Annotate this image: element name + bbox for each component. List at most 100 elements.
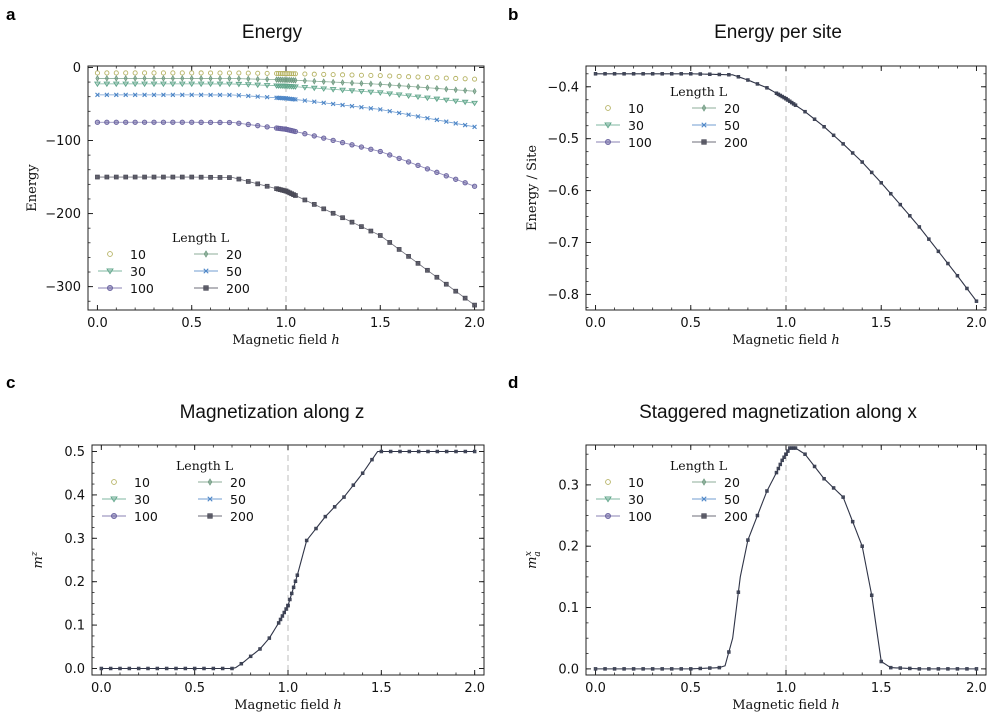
- y-axis-label: mz: [30, 551, 46, 568]
- data-point: [425, 267, 430, 273]
- legend-label: 100: [134, 509, 158, 524]
- x-tick-label: 1.0: [276, 316, 297, 331]
- data-point: [245, 93, 251, 99]
- data-point: [396, 73, 402, 79]
- legend-marker-20: [701, 478, 707, 486]
- data-point: [264, 183, 270, 189]
- data-point: [311, 71, 317, 77]
- data-point: [472, 302, 477, 308]
- x-tick-label: 0.5: [680, 681, 701, 696]
- data-point: [472, 124, 477, 130]
- data-point: [425, 115, 430, 121]
- data-point: [189, 119, 195, 125]
- data-point: [104, 75, 109, 82]
- legend-title: Length L: [670, 458, 727, 473]
- data-point: [377, 148, 383, 155]
- data-point: [669, 72, 674, 76]
- data-point: [472, 76, 478, 82]
- data-point: [146, 666, 150, 671]
- data-point: [112, 81, 120, 88]
- data-point: [302, 71, 308, 77]
- y-axis-label: max: [524, 551, 543, 569]
- data-point: [946, 261, 950, 266]
- data-point: [443, 119, 449, 124]
- data-point: [387, 240, 393, 245]
- data-point: [434, 85, 439, 92]
- y-tick-label: −100: [45, 134, 81, 149]
- data-point: [265, 76, 270, 83]
- data-point: [879, 659, 883, 664]
- data-point: [217, 70, 223, 76]
- data-point: [290, 128, 297, 134]
- data-point: [340, 215, 345, 221]
- data-point: [831, 486, 836, 490]
- data-point: [822, 124, 826, 129]
- legend-marker-100: [605, 513, 612, 520]
- data-point: [406, 82, 411, 90]
- y-tick-label: 0.4: [64, 488, 85, 503]
- data-point: [141, 81, 148, 88]
- legend-marker-100: [110, 513, 117, 520]
- data-point: [321, 135, 327, 141]
- data-point: [323, 514, 328, 519]
- data-point: [230, 666, 234, 671]
- data-point: [151, 174, 157, 180]
- data-point: [280, 614, 285, 618]
- panel-a: a Energy 0.0 0.5 1.0 1.5 2.0 0 −100 −200 −300 Magne…: [6, 5, 485, 348]
- data-point: [415, 74, 421, 80]
- data-point: [314, 526, 318, 531]
- series-all-L-collapsed-: [593, 446, 979, 671]
- data-point: [217, 119, 223, 126]
- data-point: [434, 117, 440, 123]
- data-point: [291, 71, 297, 77]
- data-point: [113, 70, 119, 76]
- x-tick-label: 0.0: [91, 681, 112, 696]
- legend: Length L 10 20 30 50 100 200: [102, 458, 254, 524]
- data-point: [263, 83, 271, 89]
- y-tick-label: −300: [45, 280, 81, 295]
- data-point: [136, 666, 141, 671]
- data-point: [207, 119, 214, 126]
- data-point: [955, 667, 960, 671]
- legend-label: 10: [134, 475, 150, 490]
- legend-marker-200: [207, 513, 213, 519]
- data-point: [869, 593, 874, 598]
- legend-label: 20: [724, 475, 740, 490]
- data-point: [415, 114, 421, 119]
- data-point: [254, 82, 262, 89]
- data-point: [927, 237, 931, 241]
- data-point: [142, 174, 147, 180]
- data-point: [340, 72, 346, 78]
- x-tick-label: 1.5: [871, 681, 892, 696]
- data-point: [348, 88, 356, 94]
- legend-label: 200: [226, 281, 250, 296]
- data-point: [310, 85, 318, 92]
- data-point: [94, 70, 100, 76]
- y-axis-label: Energy / Site: [525, 145, 540, 231]
- data-point: [746, 78, 750, 82]
- series-20: [95, 75, 477, 95]
- data-point: [248, 654, 253, 659]
- data-point: [812, 117, 817, 121]
- data-point: [612, 667, 617, 671]
- data-point: [359, 104, 364, 110]
- data-point: [217, 75, 223, 82]
- panel-letter: b: [508, 5, 518, 24]
- data-point: [650, 667, 655, 671]
- data-point: [736, 590, 741, 594]
- data-point: [425, 84, 430, 92]
- legend-label: 20: [724, 101, 740, 116]
- data-point: [216, 81, 224, 88]
- data-point: [641, 667, 645, 671]
- data-point: [161, 92, 166, 98]
- data-point: [170, 174, 176, 180]
- data-point: [278, 617, 283, 622]
- data-point: [132, 174, 138, 180]
- data-point: [415, 260, 421, 266]
- y-tick-label: −200: [45, 207, 81, 222]
- data-point: [396, 110, 402, 116]
- y-tick-label: −0.6: [547, 184, 579, 199]
- data-point: [99, 666, 104, 671]
- data-point: [208, 75, 213, 82]
- data-point: [955, 273, 960, 278]
